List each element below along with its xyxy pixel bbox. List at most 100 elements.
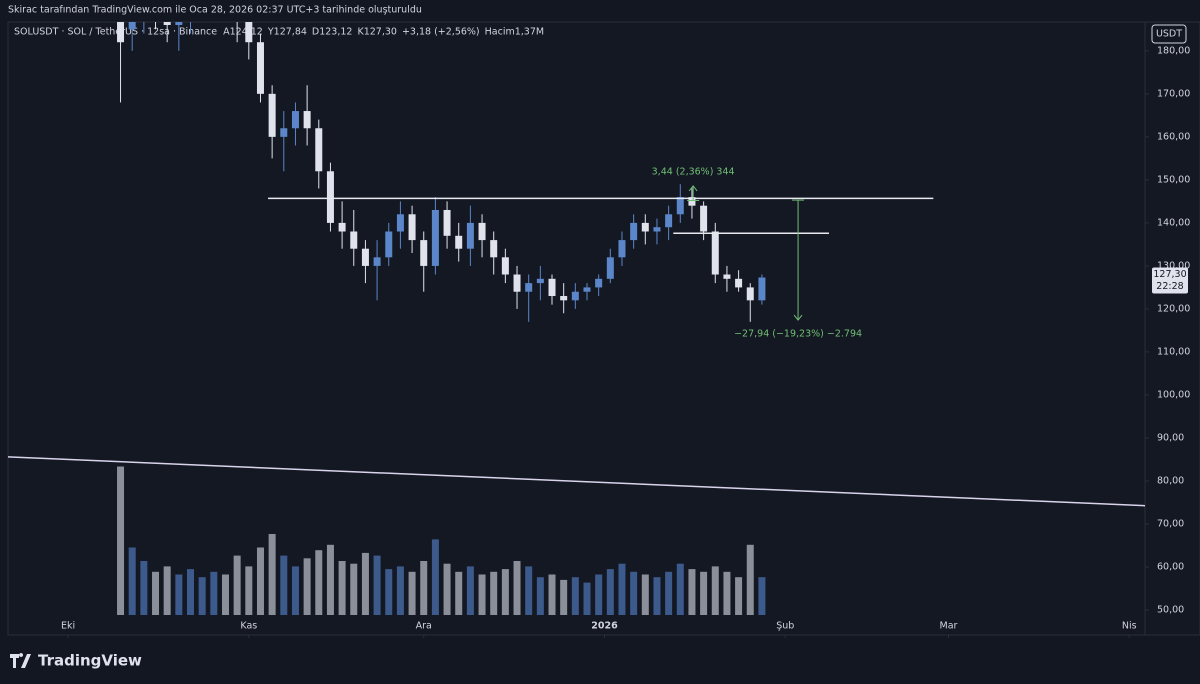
candle-body xyxy=(711,231,719,275)
y-tick-label: 50,00 xyxy=(1157,605,1184,616)
volume-bar xyxy=(466,566,474,615)
currency-box[interactable] xyxy=(1151,24,1187,44)
volume-bar xyxy=(198,577,206,615)
volume-bar xyxy=(256,547,264,615)
volume-bar xyxy=(221,574,229,615)
candle-body xyxy=(408,214,416,241)
volume-bar xyxy=(746,544,754,615)
candle-body xyxy=(420,240,428,266)
candle-body xyxy=(758,277,766,301)
candle-body xyxy=(560,296,568,301)
candle-body xyxy=(630,222,638,241)
candle-body xyxy=(525,283,533,292)
volume-bar xyxy=(536,577,544,615)
y-tick-label: 100,00 xyxy=(1157,389,1190,400)
volume-bar xyxy=(315,550,323,615)
volume-bar xyxy=(303,558,311,615)
volume-bar xyxy=(548,574,556,615)
volume-bar xyxy=(140,561,148,615)
volume-bar xyxy=(350,563,358,615)
legend-value: Hacim1,37M xyxy=(485,27,544,38)
candle-body xyxy=(513,274,521,292)
volume-bar xyxy=(665,571,673,615)
legend: A124,12 Y127,84 D123,12 K127,30 +3,18 (+2,56… xyxy=(223,27,544,38)
header: Skirac tarafından TradingView.com ile Oc… xyxy=(8,5,422,16)
y-tick-label: 110,00 xyxy=(1157,346,1190,357)
volume-bar xyxy=(233,555,241,615)
y-tick-label: 180,00 xyxy=(1157,45,1190,56)
volume-bar xyxy=(152,571,160,615)
y-tick-label: 60,00 xyxy=(1157,562,1184,573)
candle-body xyxy=(117,22,125,43)
volume-bar xyxy=(501,569,509,615)
volume-bar xyxy=(291,566,299,615)
candle-body xyxy=(291,111,299,129)
volume-bar xyxy=(711,566,719,615)
y-tick-label: 140,00 xyxy=(1157,217,1190,228)
volume-bar xyxy=(361,552,369,615)
y-tick-label: 70,00 xyxy=(1157,519,1184,530)
volume-bar xyxy=(560,579,568,615)
candle-body xyxy=(361,248,369,266)
legend-value: A124,12 xyxy=(223,27,263,38)
plot-area xyxy=(7,21,1200,636)
volume-bar xyxy=(373,555,381,615)
volume-bar xyxy=(700,571,708,615)
volume-bar xyxy=(606,569,614,615)
volume-bar xyxy=(641,574,649,615)
candle-body xyxy=(618,240,626,258)
candle-body xyxy=(478,222,486,241)
candle-body xyxy=(128,22,136,30)
volume-bar xyxy=(688,569,696,615)
legend-value: Y127,84 xyxy=(267,27,307,38)
x-tick-label: 2026 xyxy=(591,621,618,632)
candle-body xyxy=(606,257,614,279)
volume-bar xyxy=(723,571,731,615)
countdown: 22:28 xyxy=(1156,281,1183,292)
brand-logo xyxy=(10,653,31,668)
volume-bar xyxy=(431,539,439,615)
candle-body xyxy=(571,291,579,301)
y-tick-label: 130,00 xyxy=(1157,260,1190,271)
measure-label: −27,94 (−19,23%) −2.794 xyxy=(734,329,862,340)
x-tick-label: Ara xyxy=(416,621,432,632)
volume-bar xyxy=(326,544,334,615)
candle-body xyxy=(396,214,404,232)
candle-body xyxy=(455,235,463,249)
volume-bar xyxy=(571,577,579,615)
volume-bar xyxy=(280,555,288,615)
candle-body xyxy=(466,222,474,249)
volume-bar xyxy=(210,571,218,615)
volume-bar xyxy=(478,574,486,615)
volume-bar xyxy=(490,571,498,615)
volume-bar xyxy=(117,466,125,615)
candle-body xyxy=(303,111,311,129)
volume-bar xyxy=(525,566,533,615)
candle-body xyxy=(326,171,334,223)
candle-body xyxy=(268,93,276,137)
volume-bar xyxy=(338,561,346,615)
x-tick-label: Eki xyxy=(61,621,75,632)
currency[interactable]: USDT xyxy=(1156,29,1182,40)
volume-bar xyxy=(163,566,171,615)
candle-body xyxy=(653,227,661,232)
candle-body xyxy=(385,231,393,258)
measure-arrow xyxy=(688,185,698,192)
candle-body xyxy=(431,209,439,266)
volume-bar xyxy=(187,569,195,615)
volume-bar xyxy=(396,566,404,615)
candle-body xyxy=(373,257,381,266)
candle-body xyxy=(595,278,603,288)
volume-bar xyxy=(758,577,766,615)
candle-body xyxy=(443,209,451,236)
x-tick-label: Nis xyxy=(1122,621,1137,632)
candle-body xyxy=(583,287,591,292)
volume-bar xyxy=(676,563,684,615)
candle-body xyxy=(665,214,673,228)
candle-body xyxy=(536,278,544,284)
candle-body xyxy=(746,287,754,301)
volume-bar xyxy=(128,547,136,615)
candle-body xyxy=(280,128,288,137)
